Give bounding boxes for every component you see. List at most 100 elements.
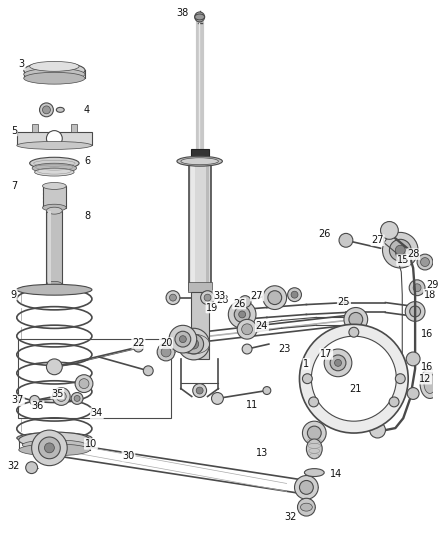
Circle shape — [409, 280, 425, 296]
Circle shape — [143, 366, 153, 376]
Circle shape — [242, 344, 252, 354]
Circle shape — [184, 334, 204, 354]
Ellipse shape — [19, 444, 90, 456]
Text: 5: 5 — [11, 126, 17, 135]
Circle shape — [180, 336, 186, 343]
Text: 7: 7 — [11, 181, 17, 191]
Ellipse shape — [17, 141, 92, 149]
Text: 10: 10 — [85, 439, 97, 449]
Ellipse shape — [24, 62, 85, 78]
Ellipse shape — [30, 61, 79, 71]
Text: 37: 37 — [11, 395, 24, 406]
Text: 38: 38 — [177, 8, 189, 18]
Circle shape — [157, 343, 175, 361]
Circle shape — [166, 290, 180, 304]
Ellipse shape — [17, 433, 92, 443]
Circle shape — [39, 437, 60, 459]
Circle shape — [79, 378, 89, 389]
Bar — [49, 211, 51, 285]
Text: 4: 4 — [84, 105, 90, 115]
Circle shape — [263, 286, 286, 310]
Circle shape — [175, 331, 191, 347]
Circle shape — [396, 374, 405, 384]
Ellipse shape — [195, 14, 205, 20]
Bar — [46, 211, 62, 285]
Circle shape — [406, 352, 420, 366]
Text: 17: 17 — [320, 349, 332, 359]
Ellipse shape — [24, 68, 85, 80]
Circle shape — [344, 308, 367, 331]
Ellipse shape — [46, 281, 62, 288]
Ellipse shape — [181, 158, 219, 165]
Bar — [191, 149, 208, 157]
Bar — [18, 339, 171, 418]
Ellipse shape — [46, 207, 62, 214]
Text: 25: 25 — [338, 296, 350, 306]
Text: 27: 27 — [251, 290, 263, 301]
Circle shape — [268, 290, 282, 304]
Bar — [205, 159, 208, 290]
Text: 36: 36 — [32, 401, 44, 411]
Circle shape — [46, 131, 62, 147]
Circle shape — [30, 395, 39, 406]
Circle shape — [237, 319, 257, 339]
Bar — [191, 159, 195, 290]
Text: 13: 13 — [256, 448, 268, 458]
Circle shape — [405, 302, 425, 321]
Circle shape — [195, 12, 205, 22]
Text: 30: 30 — [122, 451, 134, 461]
Bar — [71, 124, 77, 132]
Circle shape — [311, 336, 396, 421]
Circle shape — [53, 387, 70, 406]
Ellipse shape — [307, 439, 322, 459]
Ellipse shape — [17, 284, 92, 295]
Ellipse shape — [304, 469, 324, 477]
Circle shape — [189, 339, 199, 349]
Text: 34: 34 — [91, 408, 103, 418]
Text: 28: 28 — [407, 249, 419, 259]
Circle shape — [308, 369, 344, 405]
Circle shape — [417, 254, 433, 270]
Circle shape — [57, 392, 66, 401]
Text: 26: 26 — [318, 229, 330, 239]
Circle shape — [46, 359, 62, 375]
Circle shape — [170, 294, 177, 301]
Ellipse shape — [177, 156, 223, 166]
Circle shape — [294, 475, 318, 499]
Circle shape — [413, 284, 421, 292]
Text: 29: 29 — [427, 280, 438, 290]
Bar — [32, 124, 38, 132]
Circle shape — [300, 324, 408, 433]
Text: 32: 32 — [284, 512, 297, 522]
Text: 8: 8 — [84, 211, 90, 221]
Circle shape — [71, 392, 83, 405]
Text: 32: 32 — [7, 461, 20, 471]
Circle shape — [134, 342, 143, 352]
Circle shape — [291, 291, 298, 298]
Circle shape — [196, 387, 203, 394]
Text: 11: 11 — [246, 400, 258, 410]
Bar — [188, 282, 212, 292]
Ellipse shape — [300, 503, 312, 511]
Text: 35: 35 — [51, 389, 64, 399]
Circle shape — [420, 257, 429, 266]
Text: 19: 19 — [206, 303, 219, 312]
Ellipse shape — [19, 432, 90, 448]
Circle shape — [389, 239, 411, 261]
Bar — [42, 186, 66, 208]
Circle shape — [396, 245, 405, 255]
Text: 14: 14 — [330, 469, 342, 479]
Circle shape — [169, 325, 197, 353]
Circle shape — [324, 349, 352, 377]
Circle shape — [349, 312, 363, 326]
Circle shape — [234, 306, 250, 322]
Ellipse shape — [420, 369, 438, 399]
Circle shape — [39, 103, 53, 117]
Circle shape — [74, 395, 80, 401]
Bar — [189, 159, 211, 290]
Text: 22: 22 — [132, 338, 145, 348]
Circle shape — [193, 384, 207, 398]
Circle shape — [242, 324, 253, 335]
Circle shape — [381, 222, 398, 239]
Circle shape — [297, 498, 315, 516]
